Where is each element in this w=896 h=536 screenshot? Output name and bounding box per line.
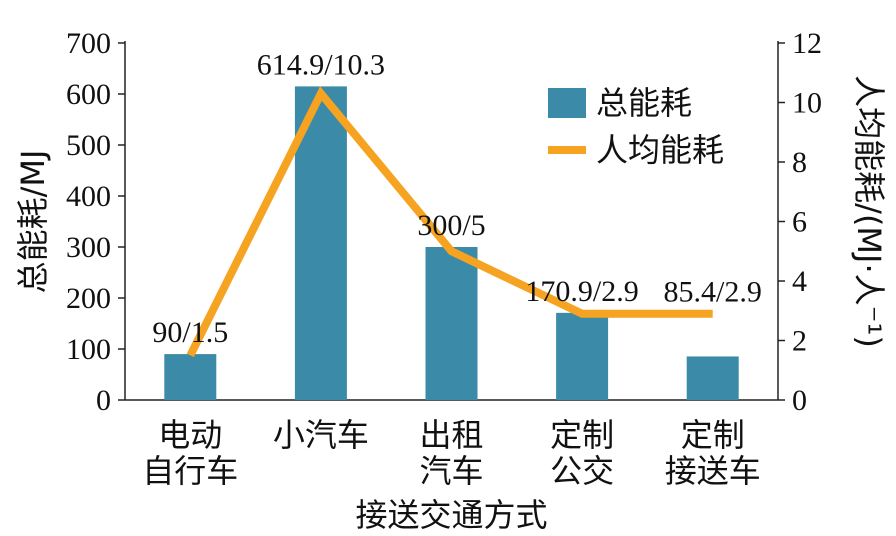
right-tick-label: 4 — [792, 265, 807, 298]
category-label: 定制 — [550, 416, 614, 454]
bar — [164, 354, 217, 400]
legend-swatch-bar — [548, 88, 586, 118]
category-label: 自行车 — [142, 452, 238, 490]
category-label: 电动 — [158, 416, 222, 454]
left-tick-label: 400 — [66, 180, 111, 213]
data-label: 614.9/10.3 — [257, 48, 385, 81]
bar — [294, 86, 347, 400]
left-tick-label: 200 — [66, 282, 111, 315]
bar — [686, 356, 739, 400]
per-capita-line — [186, 86, 713, 358]
category-label: 出租 — [419, 416, 483, 454]
left-tick-label: 600 — [66, 78, 111, 111]
category-label: 定制 — [681, 416, 745, 454]
legend-label-total: 总能耗 — [596, 84, 692, 122]
category-label: 公交 — [550, 452, 614, 490]
right-tick-label: 6 — [792, 206, 807, 239]
data-label: 170.9/2.9 — [525, 275, 638, 308]
right-tick-label: 12 — [792, 27, 822, 60]
left-tick-label: 0 — [96, 384, 111, 417]
left-tick-label: 500 — [66, 129, 111, 162]
right-tick-label: 0 — [792, 384, 807, 417]
y-axis-title: 总能耗/MJ — [14, 150, 52, 294]
data-label: 300/5 — [417, 209, 485, 242]
data-label: 90/1.5 — [152, 316, 228, 349]
right-tick-label: 2 — [792, 325, 807, 358]
left-tick-label: 100 — [66, 333, 111, 366]
bar — [425, 247, 478, 400]
bar — [556, 312, 609, 400]
x-axis-title: 接送交通方式 — [355, 496, 547, 534]
right-tick-label: 8 — [792, 146, 807, 179]
data-labels: 90/1.5 614.9/10.3 300/5 170.9/2.9 85.4/2.9 — [152, 48, 761, 349]
left-tick-label: 300 — [66, 231, 111, 264]
category-label: 小汽车 — [273, 416, 369, 454]
axis-titles: 接送交通方式 总能耗/MJ 人均能耗/(MJ·人⁻¹) — [14, 75, 888, 534]
y2-axis-title: 人均能耗/(MJ·人⁻¹) — [850, 75, 888, 348]
data-label: 85.4/2.9 — [664, 276, 762, 309]
left-tick-label: 700 — [66, 27, 111, 60]
category-label: 汽车 — [419, 452, 483, 490]
right-tick-label: 10 — [792, 87, 822, 120]
category-label: 接送车 — [665, 452, 761, 490]
legend-label-per-capita: 人均能耗 — [596, 131, 724, 169]
line-series — [186, 86, 713, 358]
bar-series — [164, 86, 739, 400]
